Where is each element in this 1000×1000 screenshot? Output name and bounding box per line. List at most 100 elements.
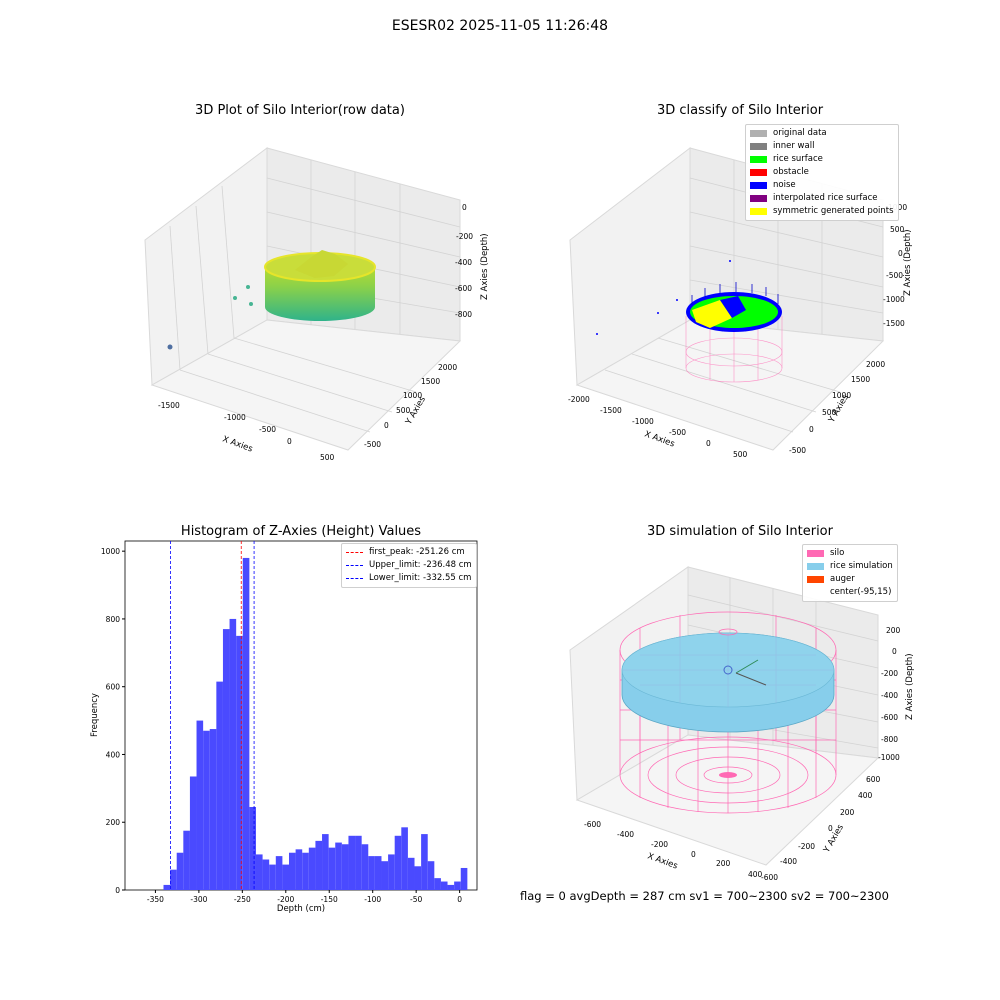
svg-text:200: 200 xyxy=(716,859,731,868)
svg-text:200: 200 xyxy=(840,808,855,817)
histogram-bar xyxy=(335,842,342,890)
legend-swatch xyxy=(750,182,767,189)
svg-text:-1000: -1000 xyxy=(632,417,654,426)
histogram-bar xyxy=(440,881,448,890)
legend-label: rice surface xyxy=(773,154,823,164)
legend-swatch xyxy=(346,578,363,579)
histogram-bar xyxy=(189,776,197,890)
svg-text:-800: -800 xyxy=(881,735,898,744)
figure-title: ESESR02 2025-11-05 11:26:48 xyxy=(391,18,609,34)
svg-text:0: 0 xyxy=(892,647,897,656)
histogram-bar xyxy=(407,857,415,890)
legend-swatch xyxy=(807,576,824,583)
svg-text:-400: -400 xyxy=(780,857,797,866)
histogram-y-tick-label: 800 xyxy=(106,615,121,624)
legend-label: auger xyxy=(830,574,855,584)
legend-entry: rice simulation xyxy=(807,560,893,573)
histogram-bar xyxy=(348,835,356,890)
histogram-y-tick-label: 600 xyxy=(106,683,121,692)
legend-label: inner wall xyxy=(773,141,815,151)
legend-label: Lower_limit: -332.55 cm xyxy=(369,573,472,583)
svg-text:0: 0 xyxy=(898,249,903,258)
histogram-bar xyxy=(255,854,263,890)
svg-text:-600: -600 xyxy=(881,713,898,722)
legend-swatch xyxy=(346,552,363,553)
legend-label: noise xyxy=(773,180,796,190)
legend-swatch xyxy=(346,565,363,566)
legend-label: first_peak: -251.26 cm xyxy=(369,547,465,557)
legend-swatch xyxy=(807,563,824,570)
histogram-bar xyxy=(163,884,171,890)
svg-text:-400: -400 xyxy=(455,258,472,267)
svg-text:500: 500 xyxy=(396,406,411,415)
legend-swatch xyxy=(807,589,824,596)
legend-entry: Upper_limit: -236.48 cm xyxy=(346,559,472,572)
legend-swatch xyxy=(750,130,767,137)
histogram-bar xyxy=(196,720,204,890)
histogram-title: Histogram of Z-Axies (Height) Values xyxy=(180,524,422,539)
histogram-bar xyxy=(275,856,283,890)
histogram-chart: -350 -300 -250 -200 -150 -100 -50 0 0 200 400 600 8… xyxy=(90,540,478,914)
raw-x-axis-label: X Axies xyxy=(221,434,254,454)
svg-text:0: 0 xyxy=(384,421,389,430)
raw-plot-title: 3D Plot of Silo Interior(row data) xyxy=(195,103,405,118)
svg-text:0: 0 xyxy=(809,425,814,434)
histogram-bar xyxy=(355,835,362,890)
svg-text:1500: 1500 xyxy=(421,377,440,386)
legend-label: original data xyxy=(773,128,827,138)
histogram-bar xyxy=(341,844,349,890)
histogram-bar xyxy=(315,840,323,890)
svg-text:-1500: -1500 xyxy=(600,406,622,415)
histogram-x-tick-label: -350 xyxy=(147,895,164,904)
legend-entry: silo xyxy=(807,547,893,560)
svg-text:0: 0 xyxy=(706,439,711,448)
histogram-y-tick-label: 200 xyxy=(106,818,121,827)
legend-swatch xyxy=(807,550,824,557)
histogram-x-tick-label: -200 xyxy=(277,895,294,904)
histogram-bar xyxy=(209,729,217,890)
legend-entry: auger xyxy=(807,573,893,586)
histogram-bar xyxy=(388,854,395,890)
legend-label: Upper_limit: -236.48 cm xyxy=(369,560,472,570)
raw-z-axis-label: Z Axies (Depth) xyxy=(480,233,490,300)
histogram-x-tick-label: -50 xyxy=(410,895,422,904)
histogram-bar xyxy=(302,852,309,890)
svg-text:-200: -200 xyxy=(651,840,668,849)
svg-text:500: 500 xyxy=(890,225,905,234)
simulation-legend: silo rice simulation auger center(-95,15) xyxy=(802,544,898,602)
histogram-bar xyxy=(295,849,303,890)
legend-swatch xyxy=(750,169,767,176)
svg-text:500: 500 xyxy=(822,408,837,417)
legend-swatch xyxy=(750,208,767,215)
svg-text:-600: -600 xyxy=(761,873,778,882)
legend-entry: obstacle xyxy=(750,166,894,179)
svg-text:200: 200 xyxy=(886,626,901,635)
histogram-bar xyxy=(236,635,243,890)
svg-text:-600: -600 xyxy=(455,284,472,293)
svg-text:-400: -400 xyxy=(617,830,634,839)
classify-legend: original data inner wall rice surface obsta… xyxy=(745,124,899,221)
histogram-bar xyxy=(454,881,461,890)
legend-label: symmetric generated points xyxy=(773,206,894,216)
legend-entry: Lower_limit: -332.55 cm xyxy=(346,572,472,585)
svg-text:-1500: -1500 xyxy=(158,401,180,410)
histogram-bar xyxy=(427,861,435,890)
histogram-bar xyxy=(460,867,468,890)
histogram-x-tick-label: -150 xyxy=(321,895,338,904)
histogram-bar xyxy=(447,884,455,890)
svg-text:1500: 1500 xyxy=(851,375,870,384)
legend-swatch xyxy=(750,195,767,202)
svg-text:-1000: -1000 xyxy=(883,295,905,304)
histogram-bar xyxy=(183,830,190,890)
legend-label: rice simulation xyxy=(830,561,893,571)
svg-text:500: 500 xyxy=(320,453,335,462)
histogram-bar xyxy=(216,681,223,890)
simulation-z-axis-label: Z Axies (Depth) xyxy=(905,653,915,720)
svg-text:-500: -500 xyxy=(789,446,806,455)
histogram-y-tick-label: 0 xyxy=(115,886,120,895)
histogram-y-axis-label: Frequency xyxy=(90,693,100,737)
svg-text:500: 500 xyxy=(733,450,748,459)
histogram-bar xyxy=(421,834,428,890)
histogram-bar xyxy=(269,864,276,890)
histogram-bar xyxy=(289,852,296,890)
